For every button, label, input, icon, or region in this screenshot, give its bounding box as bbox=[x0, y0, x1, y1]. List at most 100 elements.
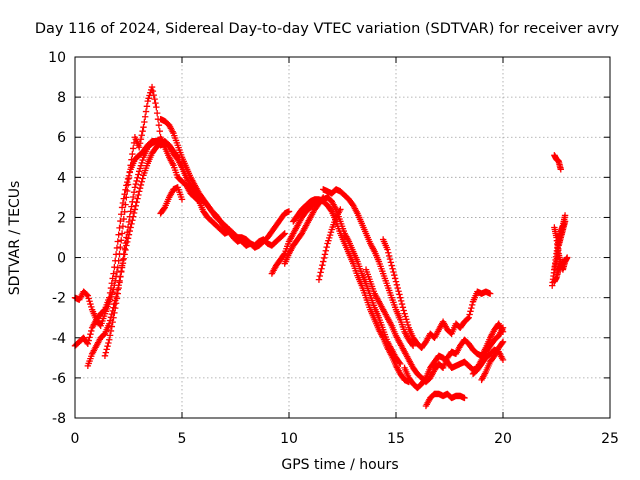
data-point bbox=[499, 338, 507, 345]
data-point bbox=[318, 265, 325, 272]
data-point bbox=[126, 213, 133, 220]
data-point bbox=[320, 254, 328, 262]
data-point bbox=[320, 258, 327, 265]
data-point bbox=[119, 223, 127, 230]
y-tick-label: 8 bbox=[57, 90, 66, 106]
series-track-22 bbox=[551, 258, 567, 285]
data-point bbox=[138, 178, 145, 185]
data-point bbox=[285, 208, 293, 215]
data-point bbox=[399, 304, 407, 311]
data-point bbox=[327, 229, 335, 236]
data-point bbox=[132, 180, 139, 188]
y-tick-label: 10 bbox=[48, 50, 66, 66]
data-point bbox=[139, 128, 146, 135]
data-point bbox=[112, 251, 120, 258]
data-point bbox=[150, 91, 157, 99]
data-point bbox=[280, 251, 288, 258]
data-point bbox=[118, 267, 125, 275]
y-tick-label: 6 bbox=[57, 130, 66, 146]
data-point bbox=[114, 238, 121, 245]
data-point bbox=[111, 309, 118, 317]
data-point bbox=[139, 175, 146, 182]
data-point bbox=[403, 316, 410, 323]
data-point bbox=[136, 165, 144, 172]
data-point bbox=[124, 223, 132, 231]
data-point bbox=[129, 150, 136, 158]
data-point bbox=[103, 346, 110, 353]
y-tick-label: -8 bbox=[52, 411, 66, 427]
x-tick-label: 0 bbox=[71, 431, 80, 447]
data-point bbox=[116, 224, 123, 232]
data-point bbox=[138, 159, 145, 167]
data-point bbox=[398, 300, 406, 308]
data-point bbox=[124, 175, 132, 183]
data-point bbox=[243, 242, 250, 249]
data-point bbox=[156, 128, 163, 135]
data-point bbox=[118, 237, 125, 244]
data-point bbox=[315, 276, 323, 283]
data-point bbox=[421, 375, 429, 383]
data-point bbox=[391, 272, 398, 279]
data-point bbox=[409, 341, 416, 348]
data-point bbox=[120, 195, 127, 202]
y-tick-label: -4 bbox=[52, 331, 66, 347]
data-point bbox=[142, 108, 150, 115]
data-point bbox=[395, 288, 402, 295]
data-point bbox=[132, 202, 139, 210]
series-track-8 bbox=[290, 196, 413, 386]
data-point bbox=[136, 140, 144, 147]
data-point bbox=[152, 99, 159, 107]
data-point bbox=[388, 262, 395, 269]
data-point bbox=[115, 284, 122, 292]
y-tick-label: -6 bbox=[52, 371, 66, 387]
series-track-9 bbox=[320, 186, 417, 349]
data-point bbox=[124, 229, 131, 236]
data-point bbox=[468, 304, 475, 312]
data-point bbox=[105, 339, 112, 347]
data-point bbox=[130, 188, 138, 196]
data-point bbox=[136, 168, 143, 175]
data-point bbox=[137, 181, 145, 189]
x-tick-label: 5 bbox=[178, 431, 187, 447]
series-track-10 bbox=[281, 194, 327, 267]
data-point bbox=[557, 166, 564, 173]
data-point bbox=[323, 243, 330, 251]
data-point bbox=[409, 342, 417, 349]
data-point bbox=[106, 294, 113, 301]
x-tick-label: 15 bbox=[387, 431, 405, 447]
data-point bbox=[397, 297, 405, 305]
data-point bbox=[384, 246, 391, 253]
x-axis-label: GPS time / hours bbox=[281, 457, 398, 473]
data-point bbox=[109, 318, 116, 326]
data-point bbox=[139, 156, 146, 164]
data-point bbox=[397, 294, 404, 301]
data-point bbox=[144, 97, 151, 105]
data-point bbox=[127, 208, 134, 215]
data-point bbox=[136, 144, 143, 151]
data-point bbox=[85, 337, 92, 344]
data-point bbox=[87, 330, 94, 338]
data-point bbox=[134, 195, 141, 202]
data-point bbox=[117, 273, 124, 281]
data-point bbox=[102, 349, 110, 356]
data-point bbox=[320, 194, 327, 201]
data-point bbox=[337, 206, 344, 213]
data-point bbox=[117, 243, 124, 251]
data-point bbox=[400, 307, 407, 314]
data-point bbox=[466, 311, 473, 318]
x-tick-label: 10 bbox=[280, 431, 298, 447]
data-point bbox=[108, 280, 116, 287]
data-point bbox=[326, 234, 333, 242]
data-point bbox=[114, 290, 121, 297]
data-point bbox=[317, 269, 324, 276]
data-point bbox=[106, 332, 114, 339]
data-point bbox=[128, 203, 135, 210]
data-point bbox=[385, 249, 392, 256]
series-track-11 bbox=[315, 206, 344, 283]
data-point bbox=[116, 279, 123, 286]
data-point bbox=[324, 240, 331, 247]
data-point bbox=[121, 245, 128, 252]
data-point bbox=[109, 275, 116, 282]
data-point bbox=[137, 136, 145, 143]
data-point bbox=[86, 298, 93, 305]
